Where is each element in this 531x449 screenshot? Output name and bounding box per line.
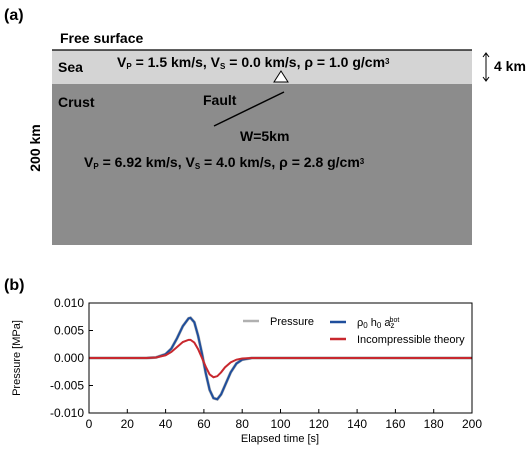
text-part: = 1.5 km/s, V [132, 54, 221, 70]
crust-params: VP = 6.92 km/s, VS = 4.0 km/s, ρ = 2.8 g… [84, 154, 365, 171]
depth-label: 200 km [27, 124, 43, 171]
text-part: = 6.92 km/s, V [99, 154, 196, 170]
x-tick-label: 140 [347, 417, 367, 431]
depth-arrow [482, 52, 490, 82]
plot-frame [88, 302, 473, 414]
text-part: V [117, 54, 127, 70]
y-axis-label: Pressure [MPa] [11, 320, 23, 396]
text-part: = 4.0 km/s, ρ = 2.8 g/cm [200, 154, 360, 170]
text-part: bot [390, 317, 400, 324]
y-tick-label: -0.005 [50, 379, 84, 393]
legend-label: Incompressible theory [357, 334, 465, 346]
free-surface-label: Free surface [60, 30, 143, 46]
legend-label: ρ0 h0 azbot [357, 317, 399, 331]
sea-depth: 4 km [494, 58, 526, 74]
text-part: 3 [385, 57, 390, 66]
text-part: 0 [377, 321, 382, 330]
fault-width: W=5km [240, 128, 289, 144]
fault-line [213, 91, 285, 127]
x-tick-label: 100 [270, 417, 290, 431]
y-tick-label: 0.010 [54, 296, 84, 310]
x-tick-label: 160 [385, 417, 405, 431]
text-part: z [391, 321, 395, 330]
x-tick-label: 60 [197, 417, 211, 431]
text-part: Incompressible theory [357, 334, 465, 346]
y-tick-label: -0.010 [50, 406, 84, 420]
panel-label: (a) [4, 7, 24, 24]
x-tick-label: 20 [121, 417, 135, 431]
panel-label: (b) [4, 277, 24, 294]
text-part: 0 [363, 321, 368, 330]
crust-label: Crust [58, 94, 95, 110]
x-tick-label: 0 [86, 417, 93, 431]
x-tick-label: 80 [236, 417, 250, 431]
x-axis-label: Elapsed time [s] [241, 433, 319, 445]
text-part: 3 [360, 157, 365, 166]
sea-params: VP = 1.5 km/s, VS = 0.0 km/s, ρ = 1.0 g/… [117, 54, 390, 71]
line-series [89, 338, 472, 379]
text-part: P [93, 162, 99, 171]
sea-layer [52, 50, 472, 84]
y-tick-label: 0.005 [54, 324, 84, 338]
text-part: h [368, 317, 377, 329]
y-tick-label: 0.000 [54, 351, 84, 365]
x-tick-label: 200 [462, 417, 482, 431]
text-part: V [84, 154, 94, 170]
text-part: S [220, 62, 226, 71]
x-tick-label: 180 [424, 417, 444, 431]
text-part: P [126, 62, 132, 71]
text-part: = 0.0 km/s, ρ = 1.0 g/cm [225, 54, 385, 70]
text-part: Pressure [270, 316, 314, 328]
text-part: a [381, 317, 391, 329]
sea-label: Sea [58, 59, 83, 75]
text-part: ρ [357, 317, 363, 329]
x-tick-label: 120 [309, 417, 329, 431]
legend-label: Pressure [270, 316, 314, 328]
crust-layer [52, 84, 472, 245]
station-marker [273, 70, 289, 83]
fault-label: Fault [203, 92, 237, 108]
x-tick-label: 40 [159, 417, 173, 431]
text-part: S [195, 162, 201, 171]
